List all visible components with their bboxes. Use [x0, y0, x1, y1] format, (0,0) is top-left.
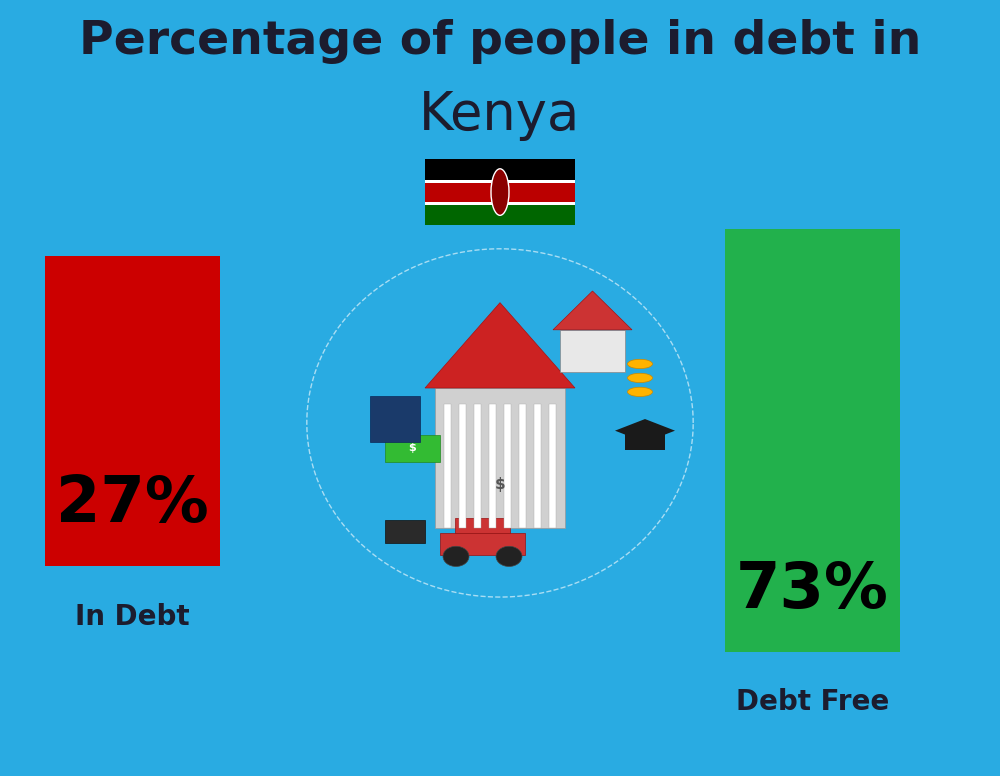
- Text: Percentage of people in debt in: Percentage of people in debt in: [79, 19, 921, 64]
- Text: $: $: [409, 443, 416, 453]
- Bar: [534, 404, 541, 528]
- Ellipse shape: [628, 373, 652, 383]
- Bar: [370, 396, 420, 442]
- Bar: [519, 404, 526, 528]
- Bar: [435, 388, 565, 528]
- Bar: [725, 229, 900, 652]
- Text: 73%: 73%: [736, 559, 889, 621]
- Ellipse shape: [290, 225, 710, 621]
- Bar: [474, 404, 481, 528]
- Bar: [444, 404, 451, 528]
- Bar: [425, 202, 575, 205]
- Ellipse shape: [491, 169, 509, 215]
- Ellipse shape: [628, 359, 652, 369]
- Polygon shape: [425, 303, 575, 388]
- Text: Kenya: Kenya: [419, 89, 581, 141]
- Text: $: $: [495, 477, 505, 493]
- Bar: [425, 179, 575, 182]
- Text: 27%: 27%: [56, 473, 209, 535]
- Bar: [504, 404, 511, 528]
- Bar: [385, 520, 425, 543]
- Ellipse shape: [628, 387, 652, 397]
- Bar: [455, 518, 510, 533]
- Circle shape: [496, 546, 522, 566]
- Bar: [425, 159, 575, 181]
- Polygon shape: [615, 419, 675, 442]
- Bar: [549, 404, 556, 528]
- Circle shape: [443, 546, 469, 566]
- Bar: [45, 256, 220, 566]
- Polygon shape: [553, 291, 632, 330]
- Bar: [425, 203, 575, 225]
- Bar: [459, 404, 466, 528]
- Text: In Debt: In Debt: [75, 603, 190, 631]
- Bar: [560, 330, 625, 372]
- Bar: [425, 181, 575, 203]
- Text: Debt Free: Debt Free: [736, 688, 889, 716]
- Bar: [489, 404, 496, 528]
- Bar: [440, 533, 525, 555]
- Bar: [385, 435, 440, 462]
- Bar: [625, 431, 665, 450]
